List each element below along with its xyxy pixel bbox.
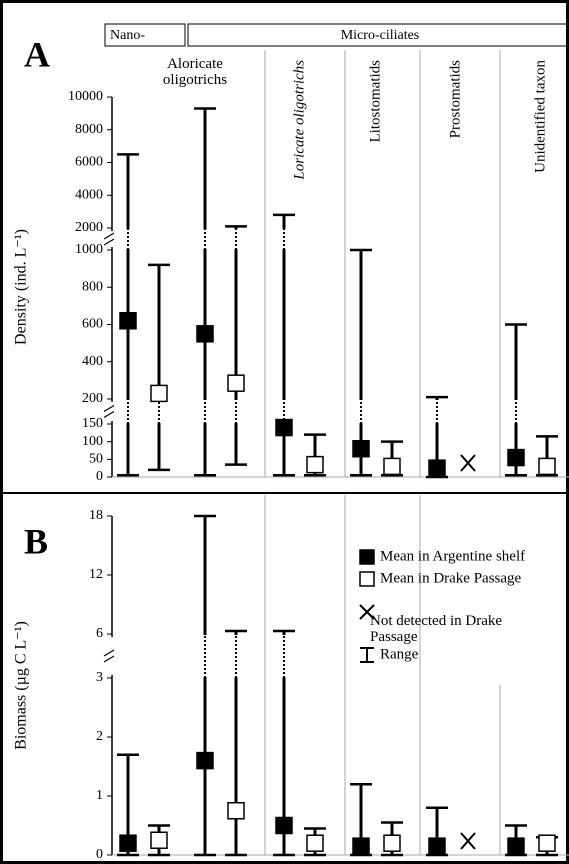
y-axis-label: Biomass (µg C L⁻¹) xyxy=(13,621,30,750)
nano-box xyxy=(104,23,186,47)
mean-box xyxy=(383,834,401,852)
y-tick-label: 2000 xyxy=(75,220,103,235)
y-tick-label: 0 xyxy=(96,469,103,484)
y-tick-label: 2 xyxy=(96,729,103,744)
mean-box xyxy=(150,384,168,403)
y-tick-label: 400 xyxy=(82,354,103,369)
axis-break xyxy=(103,232,115,240)
axis-break xyxy=(103,238,115,246)
legend-x xyxy=(359,604,375,620)
legend-label: Mean in Argentine shelf xyxy=(380,548,525,564)
mean-box xyxy=(119,312,137,330)
nano-header: Nano- xyxy=(110,28,145,43)
y-tick-label: 600 xyxy=(82,317,103,332)
group-label: Litostomatids xyxy=(367,60,383,143)
y-tick-label: 200 xyxy=(82,391,103,406)
legend-swatch xyxy=(359,549,375,565)
legend-range xyxy=(360,647,374,663)
group-label: Loricate oligotrichs xyxy=(291,60,307,181)
y-tick-label: 3 xyxy=(96,670,103,685)
mean-box xyxy=(538,834,556,852)
mean-box xyxy=(275,418,293,437)
y-tick-label: 12 xyxy=(89,567,103,582)
panel-label: A xyxy=(24,34,50,74)
axis-break-gap xyxy=(106,637,118,675)
mean-box xyxy=(428,837,446,855)
y-tick-label: 100 xyxy=(82,434,103,449)
mean-box xyxy=(352,439,370,458)
y-tick-label: 6000 xyxy=(75,155,103,170)
y-tick-label: 6 xyxy=(96,626,103,641)
y-tick-label: 1 xyxy=(96,788,103,803)
axis-break xyxy=(103,655,115,663)
not-detected-marker xyxy=(460,454,476,472)
axis-break xyxy=(103,404,115,413)
mean-box xyxy=(428,459,446,477)
micro-header: Micro-ciliates xyxy=(341,28,420,43)
axis-break-gap xyxy=(106,402,118,421)
y-tick-label: 0 xyxy=(96,847,103,862)
axis-break-gap xyxy=(106,231,118,247)
mean-box xyxy=(352,837,370,855)
mean-box xyxy=(507,448,525,467)
mean-box xyxy=(196,325,214,343)
mean-box xyxy=(227,802,245,820)
axis-break xyxy=(103,649,115,657)
mean-box xyxy=(119,834,137,852)
legend-label: Mean in Drake Passage xyxy=(380,570,522,586)
legend-label: Range xyxy=(380,646,419,662)
group-label: Unidentified taxon xyxy=(532,60,548,173)
group-label: Aloricate oligotrichs xyxy=(162,56,228,88)
mean-box xyxy=(150,831,168,849)
y-tick-label: 50 xyxy=(89,452,103,467)
mean-box xyxy=(227,374,245,392)
panel-label: B xyxy=(24,521,48,561)
y-tick-label: 10000 xyxy=(68,89,103,104)
mean-box xyxy=(196,751,214,770)
y-tick-label: 4000 xyxy=(75,187,103,202)
y-tick-label: 800 xyxy=(82,279,103,294)
mean-box xyxy=(306,834,324,852)
legend-swatch xyxy=(359,571,375,587)
axis-break xyxy=(103,410,115,419)
y-tick-label: 8000 xyxy=(75,122,103,137)
mean-box xyxy=(306,455,324,474)
y-tick-label: 18 xyxy=(89,508,103,523)
mean-box xyxy=(538,457,556,476)
group-label: Prostomatids xyxy=(447,60,463,139)
legend-label: Not detected in Drake Passage xyxy=(370,613,503,645)
mean-box xyxy=(275,816,293,835)
y-tick-label: 150 xyxy=(82,416,103,431)
mean-box xyxy=(507,837,525,855)
y-axis-label: Density (ind. L⁻¹) xyxy=(13,229,30,345)
not-detected-marker xyxy=(460,832,476,850)
mean-box xyxy=(383,457,401,476)
y-tick-label: 1000 xyxy=(75,242,103,257)
micro-box xyxy=(187,23,569,47)
